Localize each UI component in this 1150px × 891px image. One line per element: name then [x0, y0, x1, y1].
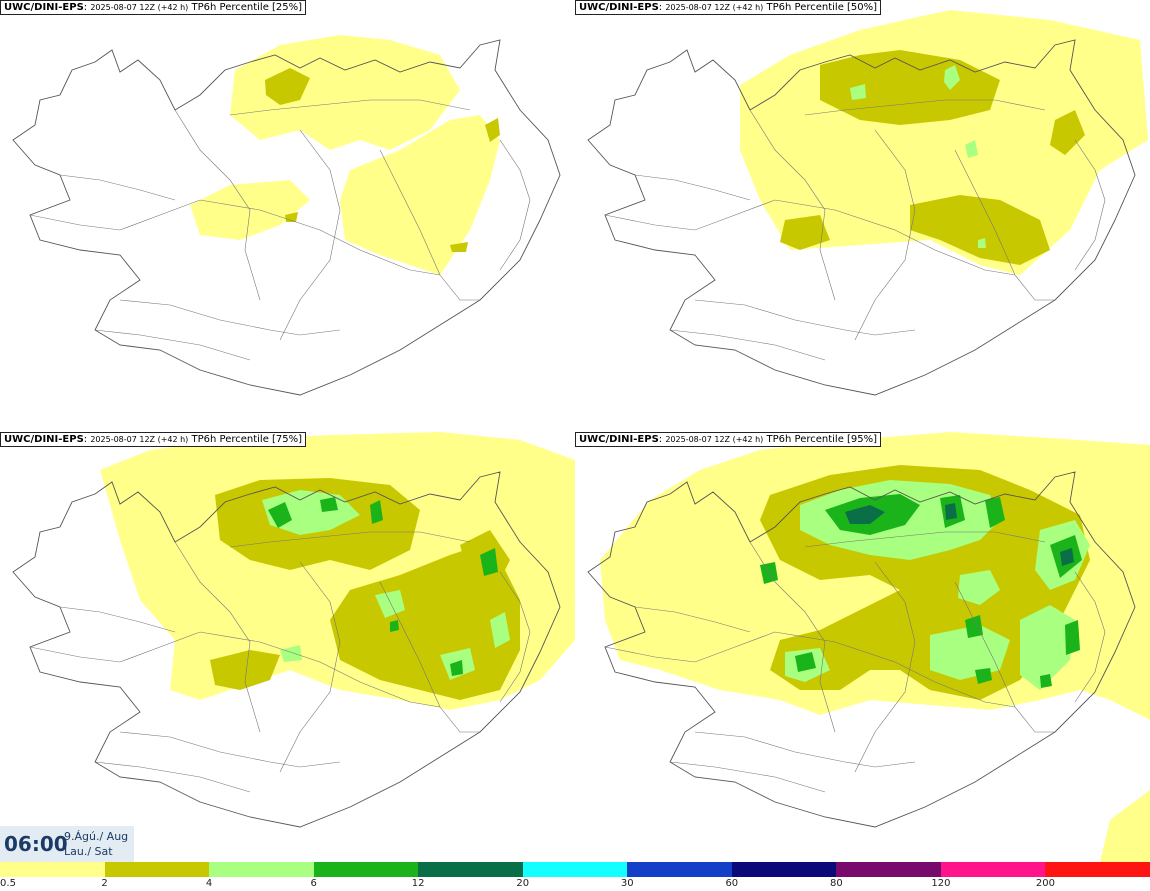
legend-swatch [0, 862, 106, 877]
valid-time-box: 06:00 9.Ágú./ Aug Lau./ Sat [0, 826, 134, 862]
legend-label: 12 [411, 878, 425, 889]
map-panel-p95: UWC/DINI-EPS: 2025-08-07 12Z (+42 h) TP6… [575, 432, 1150, 862]
legend-swatch [104, 862, 210, 877]
valid-time: 06:00 [4, 832, 68, 856]
legend-label: 2 [101, 878, 108, 889]
map-panel-p75: UWC/DINI-EPS: 2025-08-07 12Z (+42 h) TP6… [0, 432, 575, 862]
color-legend: 0.5 2 4 6 12 20 30 60 80 120 200 [0, 862, 1150, 891]
legend-swatch [209, 862, 315, 877]
legend-label: 0.5 [0, 878, 16, 889]
legend-label: 60 [725, 878, 739, 889]
legend-swatch [940, 862, 1046, 877]
map-panel-p25: UWC/DINI-EPS: 2025-08-07 12Z (+42 h) TP6… [0, 0, 575, 430]
legend-label: 6 [310, 878, 317, 889]
legend-swatch [627, 862, 733, 877]
legend-swatch [1045, 862, 1150, 877]
panel-title: UWC/DINI-EPS: 2025-08-07 12Z (+42 h) TP6… [575, 432, 882, 447]
legend-swatch [731, 862, 837, 877]
panel-title: UWC/DINI-EPS: 2025-08-07 12Z (+42 h) TP6… [575, 0, 882, 15]
map-panel-p50: UWC/DINI-EPS: 2025-08-07 12Z (+42 h) TP6… [575, 0, 1150, 430]
legend-swatch [836, 862, 942, 877]
legend-label: 4 [205, 878, 213, 889]
precip-map-p50 [587, 10, 1148, 396]
legend-label: 20 [516, 878, 530, 889]
legend-label: 120 [931, 878, 951, 889]
precip-map-p75 [12, 432, 575, 828]
valid-weekday: Lau./ Sat [64, 845, 113, 858]
legend-swatch [522, 862, 628, 877]
panel-title: UWC/DINI-EPS: 2025-08-07 12Z (+42 h) TP6… [0, 432, 307, 447]
legend-label: 200 [1035, 878, 1055, 889]
precip-map-p95 [587, 432, 1150, 862]
panel-title: UWC/DINI-EPS: 2025-08-07 12Z (+42 h) TP6… [0, 0, 307, 15]
legend-label: 80 [829, 878, 843, 889]
valid-date: 9.Ágú./ Aug [64, 830, 129, 843]
precip-map-p25 [12, 35, 561, 396]
legend-swatch [418, 862, 524, 877]
legend-label: 30 [620, 878, 634, 889]
legend-swatch [313, 862, 419, 877]
